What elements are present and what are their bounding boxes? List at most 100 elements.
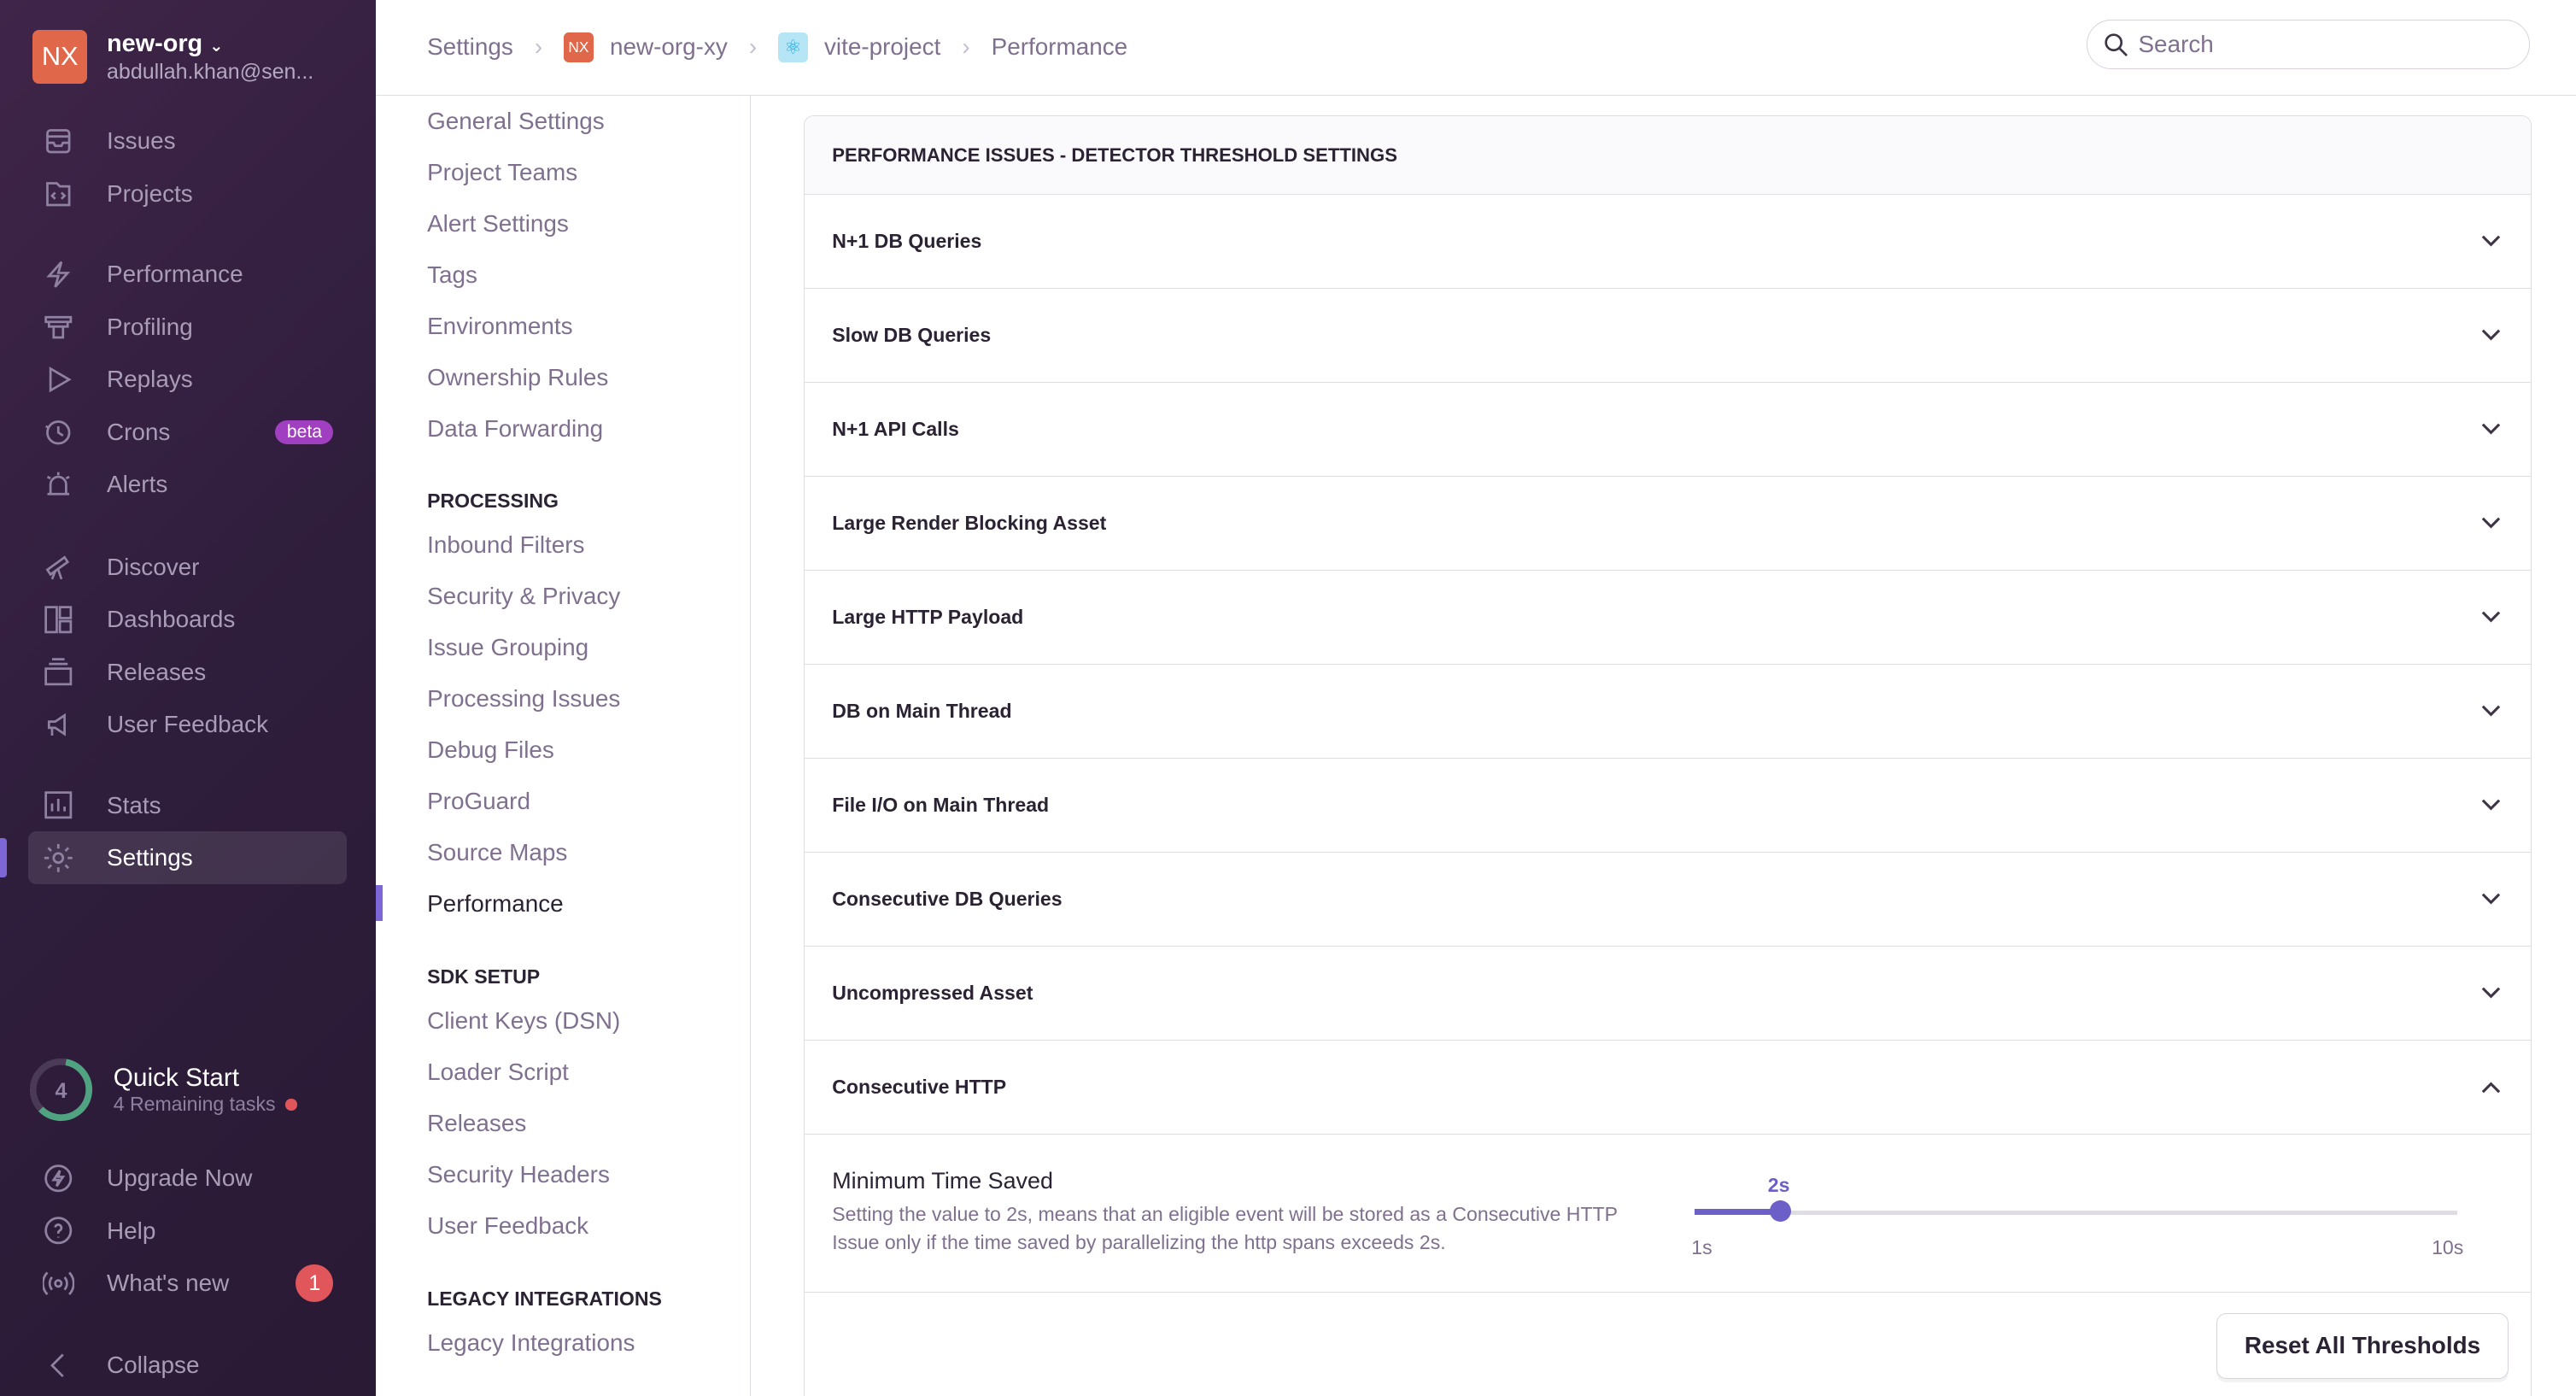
collapse-button[interactable]: Collapse xyxy=(0,1340,376,1393)
profiling-icon xyxy=(44,316,73,339)
detector-row-consecutive-db-queries[interactable]: Consecutive DB Queries xyxy=(804,853,2532,947)
chevron-down-icon[interactable] xyxy=(2479,982,2503,1005)
settings-nav-tags[interactable]: Tags xyxy=(427,261,477,288)
settings-nav-releases[interactable]: Releases xyxy=(427,1110,527,1137)
chevron-down-icon[interactable] xyxy=(2479,418,2503,441)
chevron-down-icon[interactable] xyxy=(2479,700,2503,723)
detector-row-large-http-payload[interactable]: Large HTTP Payload xyxy=(804,571,2532,666)
sidebar-item-upgrade-now[interactable]: Upgrade Now xyxy=(0,1152,376,1205)
sidebar-item-user-feedback[interactable]: User Feedback xyxy=(0,698,376,751)
detector-title: Consecutive HTTP xyxy=(832,1076,1007,1099)
settings-nav-source-maps[interactable]: Source Maps xyxy=(427,839,568,866)
help-icon xyxy=(44,1217,73,1245)
settings-nav-project-teams[interactable]: Project Teams xyxy=(427,158,578,185)
sidebar-item-help[interactable]: Help xyxy=(0,1205,376,1258)
detector-row-consecutive-http[interactable]: Consecutive HTTP xyxy=(804,1041,2532,1135)
sidebar-item-settings[interactable]: Settings xyxy=(0,831,347,884)
sidebar-item-label: Issues xyxy=(107,127,176,155)
sidebar-item-releases[interactable]: Releases xyxy=(0,646,376,699)
detector-row-large-render-blocking-asset[interactable]: Large Render Blocking Asset xyxy=(804,477,2532,572)
detector-row-n-1-db-queries[interactable]: N+1 DB Queries xyxy=(804,195,2532,289)
sidebar-item-alerts[interactable]: Alerts xyxy=(0,459,376,512)
breadcrumb-project[interactable]: vite-project xyxy=(823,33,941,61)
sidebar-item-issues[interactable]: Issues xyxy=(0,115,376,168)
sidebar-item-label: Help xyxy=(107,1217,156,1244)
sidebar-item-replays[interactable]: Replays xyxy=(0,354,376,407)
chevron-down-icon[interactable] xyxy=(2479,512,2503,535)
settings-nav-performance[interactable]: Performance xyxy=(376,878,750,930)
sidebar-item-crons[interactable]: Crons beta xyxy=(0,406,376,459)
notification-dot xyxy=(285,1099,297,1111)
section-heading: LEGACY INTEGRATIONS xyxy=(427,1287,662,1311)
settings-nav-loader-script[interactable]: Loader Script xyxy=(427,1059,569,1086)
section-heading: SDK SETUP xyxy=(427,965,541,988)
sidebar-item-stats[interactable]: Stats xyxy=(0,779,376,832)
chevron-down-icon[interactable] xyxy=(2479,324,2503,347)
settings-nav-user-feedback[interactable]: User Feedback xyxy=(427,1212,589,1240)
count-badge: 1 xyxy=(296,1264,334,1303)
quick-start-subtitle: 4 Remaining tasks xyxy=(113,1092,276,1115)
chevron-down-icon[interactable] xyxy=(2479,794,2503,817)
stats-icon xyxy=(44,791,73,819)
user-email: abdullah.khan@sen... xyxy=(107,59,314,84)
settings-nav-debug-files[interactable]: Debug Files xyxy=(427,736,554,764)
detector-title: N+1 API Calls xyxy=(832,417,959,440)
sidebar-item-projects[interactable]: Projects xyxy=(0,167,376,220)
slider-thumb[interactable] xyxy=(1769,1200,1791,1223)
settings-nav-proguard[interactable]: ProGuard xyxy=(427,788,530,815)
breadcrumb-org[interactable]: new-org-xy xyxy=(609,33,728,61)
chevron-down-icon[interactable] xyxy=(2479,606,2503,629)
detector-row-uncompressed-asset[interactable]: Uncompressed Asset xyxy=(804,947,2532,1041)
settings-nav-ownership-rules[interactable]: Ownership Rules xyxy=(427,363,609,390)
chevron-down-icon[interactable] xyxy=(2479,888,2503,911)
settings-nav-issue-grouping[interactable]: Issue Grouping xyxy=(427,634,589,661)
detector-row-db-on-main-thread[interactable]: DB on Main Thread xyxy=(804,665,2532,760)
sidebar-item-what-s-new[interactable]: What's new 1 xyxy=(0,1257,376,1310)
beta-badge: beta xyxy=(275,419,334,444)
org-avatar: NX xyxy=(32,29,87,85)
quick-start[interactable]: 4 Quick Start 4 Remaining tasks xyxy=(28,1057,297,1123)
settings-nav-processing-issues[interactable]: Processing Issues xyxy=(427,685,621,713)
detector-title: N+1 DB Queries xyxy=(832,229,982,252)
sidebar-item-dashboards[interactable]: Dashboards xyxy=(0,593,376,646)
sidebar-item-label: Alerts xyxy=(107,471,168,498)
settings-nav-inbound-filters[interactable]: Inbound Filters xyxy=(427,531,585,559)
reset-all-thresholds-button[interactable]: Reset All Thresholds xyxy=(2216,1312,2509,1379)
settings-nav-data-forwarding[interactable]: Data Forwarding xyxy=(427,414,604,442)
quick-start-progress-icon: 4 xyxy=(29,1058,92,1121)
upgrade-icon xyxy=(44,1164,73,1193)
detector-title: Uncompressed Asset xyxy=(832,982,1033,1005)
sidebar-item-label: User Feedback xyxy=(107,711,269,738)
play-icon xyxy=(49,367,72,393)
detector-row-file-i-o-on-main-thread[interactable]: File I/O on Main Thread xyxy=(804,759,2532,853)
chevron-up-icon[interactable] xyxy=(2479,1076,2503,1099)
issues-icon xyxy=(46,129,71,154)
detector-title: Large HTTP Payload xyxy=(832,606,1024,629)
chevron-down-icon[interactable] xyxy=(2479,230,2503,253)
settings-nav-environments[interactable]: Environments xyxy=(427,312,573,339)
settings-nav-security-privacy[interactable]: Security & Privacy xyxy=(427,583,621,610)
detector-title: File I/O on Main Thread xyxy=(832,794,1050,817)
clock-icon xyxy=(45,419,71,444)
sidebar-item-discover[interactable]: Discover xyxy=(0,541,376,594)
breadcrumb-settings[interactable]: Settings xyxy=(427,33,513,61)
chevron-right-icon: › xyxy=(748,33,758,61)
settings-nav-general-settings[interactable]: General Settings xyxy=(427,107,605,134)
projects-icon xyxy=(46,181,71,207)
settings-nav-alert-settings[interactable]: Alert Settings xyxy=(427,209,569,237)
field-label: Minimum Time Saved xyxy=(832,1167,1053,1194)
detector-row-slow-db-queries[interactable]: Slow DB Queries xyxy=(804,289,2532,383)
settings-nav-client-keys-dsn-[interactable]: Client Keys (DSN) xyxy=(427,1007,621,1035)
detector-row-n-1-api-calls[interactable]: N+1 API Calls xyxy=(804,383,2532,477)
search-input[interactable]: Search xyxy=(2086,20,2531,69)
detector-title: Slow DB Queries xyxy=(832,323,992,346)
sidebar-item-performance[interactable]: Performance xyxy=(0,248,376,301)
field-help: Setting the value to 2s, means that an e… xyxy=(832,1203,1618,1253)
sidebar-item-profiling[interactable]: Profiling xyxy=(0,301,376,354)
org-switcher[interactable]: NX new-org ⌄ abdullah.khan@sen... xyxy=(32,29,314,85)
settings-nav-legacy-integrations[interactable]: Legacy Integrations xyxy=(427,1329,635,1357)
lightning-icon xyxy=(46,261,71,288)
consecutive-http-settings: Minimum Time Saved Setting the value to … xyxy=(804,1135,2532,1293)
chevron-right-icon: › xyxy=(534,33,543,61)
settings-nav-security-headers[interactable]: Security Headers xyxy=(427,1161,610,1188)
